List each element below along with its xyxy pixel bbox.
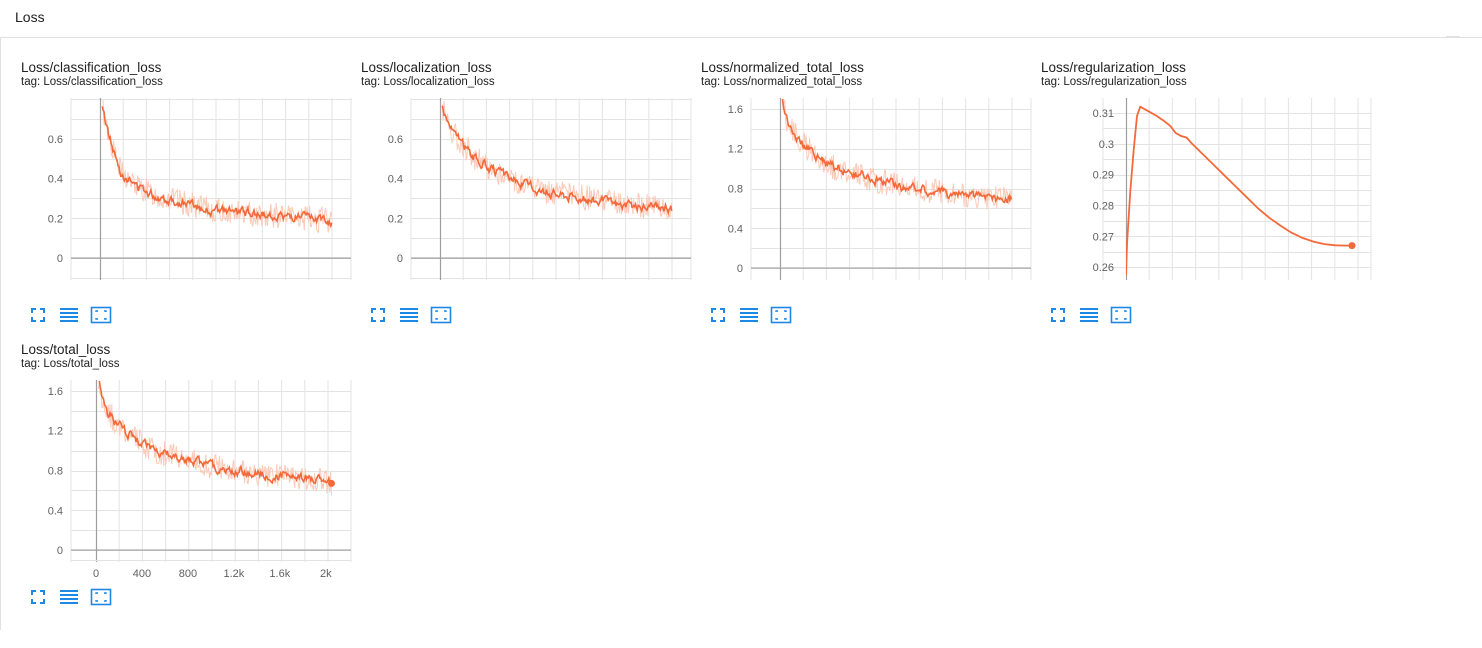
series-raw-line [441, 101, 673, 220]
series-line [1126, 105, 1352, 275]
chart-tag: tag: Loss/normalized_total_loss [701, 76, 863, 88]
chart-title: Loss/total_loss [21, 342, 111, 357]
fullscreen-button[interactable] [707, 304, 729, 326]
x-tick-label: 1.2k [223, 568, 244, 580]
lines-icon [739, 306, 759, 324]
x-tick-label: 1.6k [269, 568, 290, 580]
line-chart[interactable]: 0.26 0.27 0.28 0.29 0.3 0.31 [1021, 38, 1373, 300]
y-tick-label: 0.28 [1093, 200, 1114, 212]
y-tick-label: 0 [57, 253, 63, 265]
fit-domain-icon [1110, 306, 1132, 324]
fullscreen-icon [29, 306, 47, 324]
y-tick-label: 0.4 [48, 505, 63, 517]
y-tick-label: 0.29 [1093, 170, 1114, 182]
log-scale-button[interactable] [1078, 304, 1100, 326]
fit-domain-icon [90, 588, 112, 606]
y-tick-label: 0 [57, 545, 63, 557]
x-tick-label: 400 [133, 568, 151, 580]
fit-domain-icon [430, 306, 452, 324]
chart-tag: tag: Loss/localization_loss [361, 76, 495, 88]
y-tick-label: 0.27 [1093, 231, 1114, 243]
log-scale-button[interactable] [58, 586, 80, 608]
chart-tag: tag: Loss/regularization_loss [1041, 76, 1187, 88]
lines-icon [1079, 306, 1099, 324]
last-point-marker [1348, 242, 1356, 250]
y-tick-label: 0.4 [388, 174, 403, 186]
section-body [0, 38, 1482, 630]
y-tick-label: 0.4 [728, 223, 743, 235]
fit-domain-icon [90, 306, 112, 324]
chart-card-localization-loss: Loss/localization_loss tag: Loss/localiz… [341, 38, 692, 324]
line-chart[interactable]: 0 0.2 0.4 0.6 [341, 38, 693, 300]
y-tick-label: 1.2 [728, 144, 743, 156]
series-line [781, 99, 1013, 204]
y-tick-label: 0.8 [728, 184, 743, 196]
fullscreen-icon [1049, 306, 1067, 324]
series-line [98, 381, 333, 485]
chart-tag: tag: Loss/total_loss [21, 358, 120, 370]
y-tick-label: 0.31 [1093, 108, 1114, 120]
divider [1446, 36, 1460, 37]
chart-title: Loss/normalized_total_loss [701, 60, 864, 75]
log-scale-button[interactable] [58, 304, 80, 326]
section-header[interactable]: Loss [0, 0, 1482, 38]
series-raw-line [97, 383, 332, 496]
y-tick-label: 0.4 [48, 174, 63, 186]
last-point-marker [328, 479, 336, 487]
chart-card-normalized-total-loss: Loss/normalized_total_loss tag: Loss/nor… [681, 38, 1032, 324]
y-tick-label: 0 [737, 263, 743, 275]
y-tick-label: 0.26 [1093, 262, 1114, 274]
y-tick-label: 0.2 [388, 213, 403, 225]
x-tick-label: 0 [93, 568, 99, 580]
chart-card-regularization-loss: Loss/regularization_loss tag: Loss/regul… [1021, 38, 1372, 324]
fullscreen-button[interactable] [27, 586, 49, 608]
chart-tag: tag: Loss/classification_loss [21, 76, 163, 88]
y-tick-label: 0.8 [48, 466, 63, 478]
y-tick-label: 0.6 [48, 134, 63, 146]
chart-title: Loss/classification_loss [21, 60, 162, 75]
fit-domain-button[interactable] [430, 304, 452, 326]
lines-icon [59, 588, 79, 606]
fullscreen-button[interactable] [27, 304, 49, 326]
series-raw-line [781, 99, 1013, 210]
fit-domain-button[interactable] [1110, 304, 1132, 326]
chart-title: Loss/regularization_loss [1041, 60, 1186, 75]
fullscreen-button[interactable] [367, 304, 389, 326]
fullscreen-button[interactable] [1047, 304, 1069, 326]
log-scale-button[interactable] [398, 304, 420, 326]
line-chart[interactable]: 0 0.4 0.8 1.2 1.6 0 400 800 1.2k 1.6k 2k [1, 320, 353, 582]
fit-domain-button[interactable] [90, 586, 112, 608]
y-tick-label: 0.6 [388, 134, 403, 146]
y-tick-label: 0.2 [48, 213, 63, 225]
series-line [101, 106, 333, 229]
y-tick-label: 1.2 [48, 426, 63, 438]
lines-icon [59, 306, 79, 324]
fit-domain-button[interactable] [90, 304, 112, 326]
x-tick-label: 2k [320, 568, 332, 580]
x-tick-label: 800 [179, 568, 197, 580]
fullscreen-icon [369, 306, 387, 324]
chart-title: Loss/localization_loss [361, 60, 492, 75]
series-raw-line [102, 100, 333, 234]
fullscreen-icon [29, 588, 47, 606]
fullscreen-icon [709, 306, 727, 324]
line-chart[interactable]: 0 0.2 0.4 0.6 [1, 38, 353, 300]
chart-card-classification-loss: Loss/classification_loss tag: Loss/class… [1, 38, 352, 324]
chart-card-total-loss: Loss/total_loss tag: Loss/total_loss 0 0.… [1, 320, 352, 620]
lines-icon [399, 306, 419, 324]
line-chart[interactable]: 0 0.4 0.8 1.2 1.6 [681, 38, 1033, 300]
fit-domain-icon [770, 306, 792, 324]
y-tick-label: 1.6 [48, 386, 63, 398]
fit-domain-button[interactable] [770, 304, 792, 326]
y-tick-label: 1.6 [728, 104, 743, 116]
y-tick-label: 0.3 [1099, 139, 1114, 151]
series-line [441, 105, 673, 217]
log-scale-button[interactable] [738, 304, 760, 326]
section-title: Loss [15, 9, 45, 25]
y-tick-label: 0 [397, 253, 403, 265]
